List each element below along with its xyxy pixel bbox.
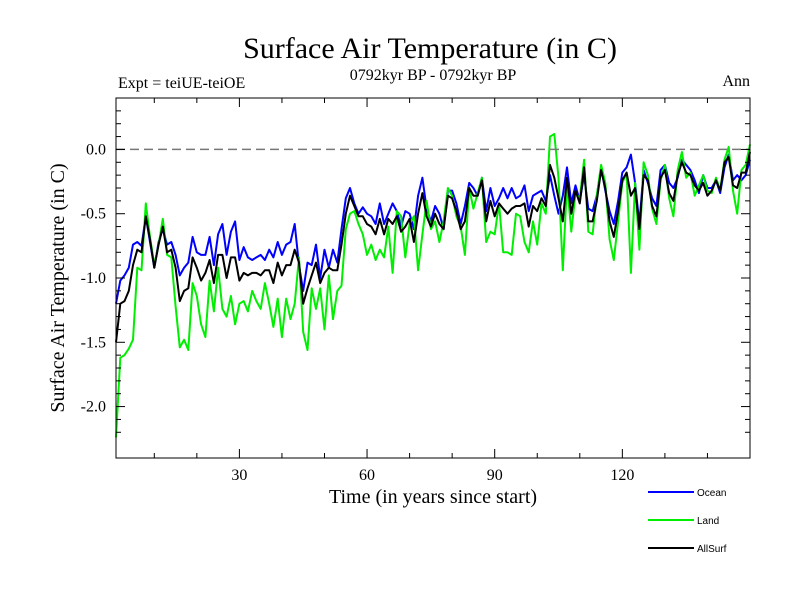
legend-label-allsurf: AllSurf <box>697 544 727 555</box>
x-tick-label: 30 <box>231 467 247 484</box>
season-label: Ann <box>722 73 750 90</box>
series-line-land <box>115 133 751 438</box>
x-tick-label: 60 <box>359 467 375 484</box>
experiment-label: Expt = teiUE-teiOE <box>118 75 245 92</box>
series-line-allsurf <box>115 151 751 343</box>
x-axis: 30 60 90 120 <box>153 98 751 484</box>
series-line-ocean <box>115 153 751 304</box>
x-tick-label: 90 <box>487 467 503 484</box>
y-tick-label: -2.0 <box>81 399 106 416</box>
x-tick-label: 120 <box>610 467 634 484</box>
y-tick-label: -1.5 <box>81 334 106 351</box>
chart-subtitle: 0792kyr BP - 0792kyr BP <box>350 67 517 84</box>
legend-label-land: Land <box>697 516 719 527</box>
series-layer <box>115 133 751 438</box>
x-axis-label: Time (in years since start) <box>329 486 537 508</box>
y-tick-label: 0.0 <box>86 141 106 158</box>
y-axis-label: Surface Air Temperature (in C) <box>47 163 69 412</box>
legend-label-ocean: Ocean <box>697 488 726 499</box>
plot-frame <box>115 97 751 459</box>
y-tick-label: -1.0 <box>81 270 106 287</box>
legend: Ocean Land AllSurf <box>648 488 727 555</box>
y-axis: 0.0 -0.5 -1.0 -1.5 -2.0 <box>81 110 750 433</box>
y-tick-label: -0.5 <box>81 206 106 223</box>
chart-title: Surface Air Temperature (in C) <box>243 32 617 65</box>
